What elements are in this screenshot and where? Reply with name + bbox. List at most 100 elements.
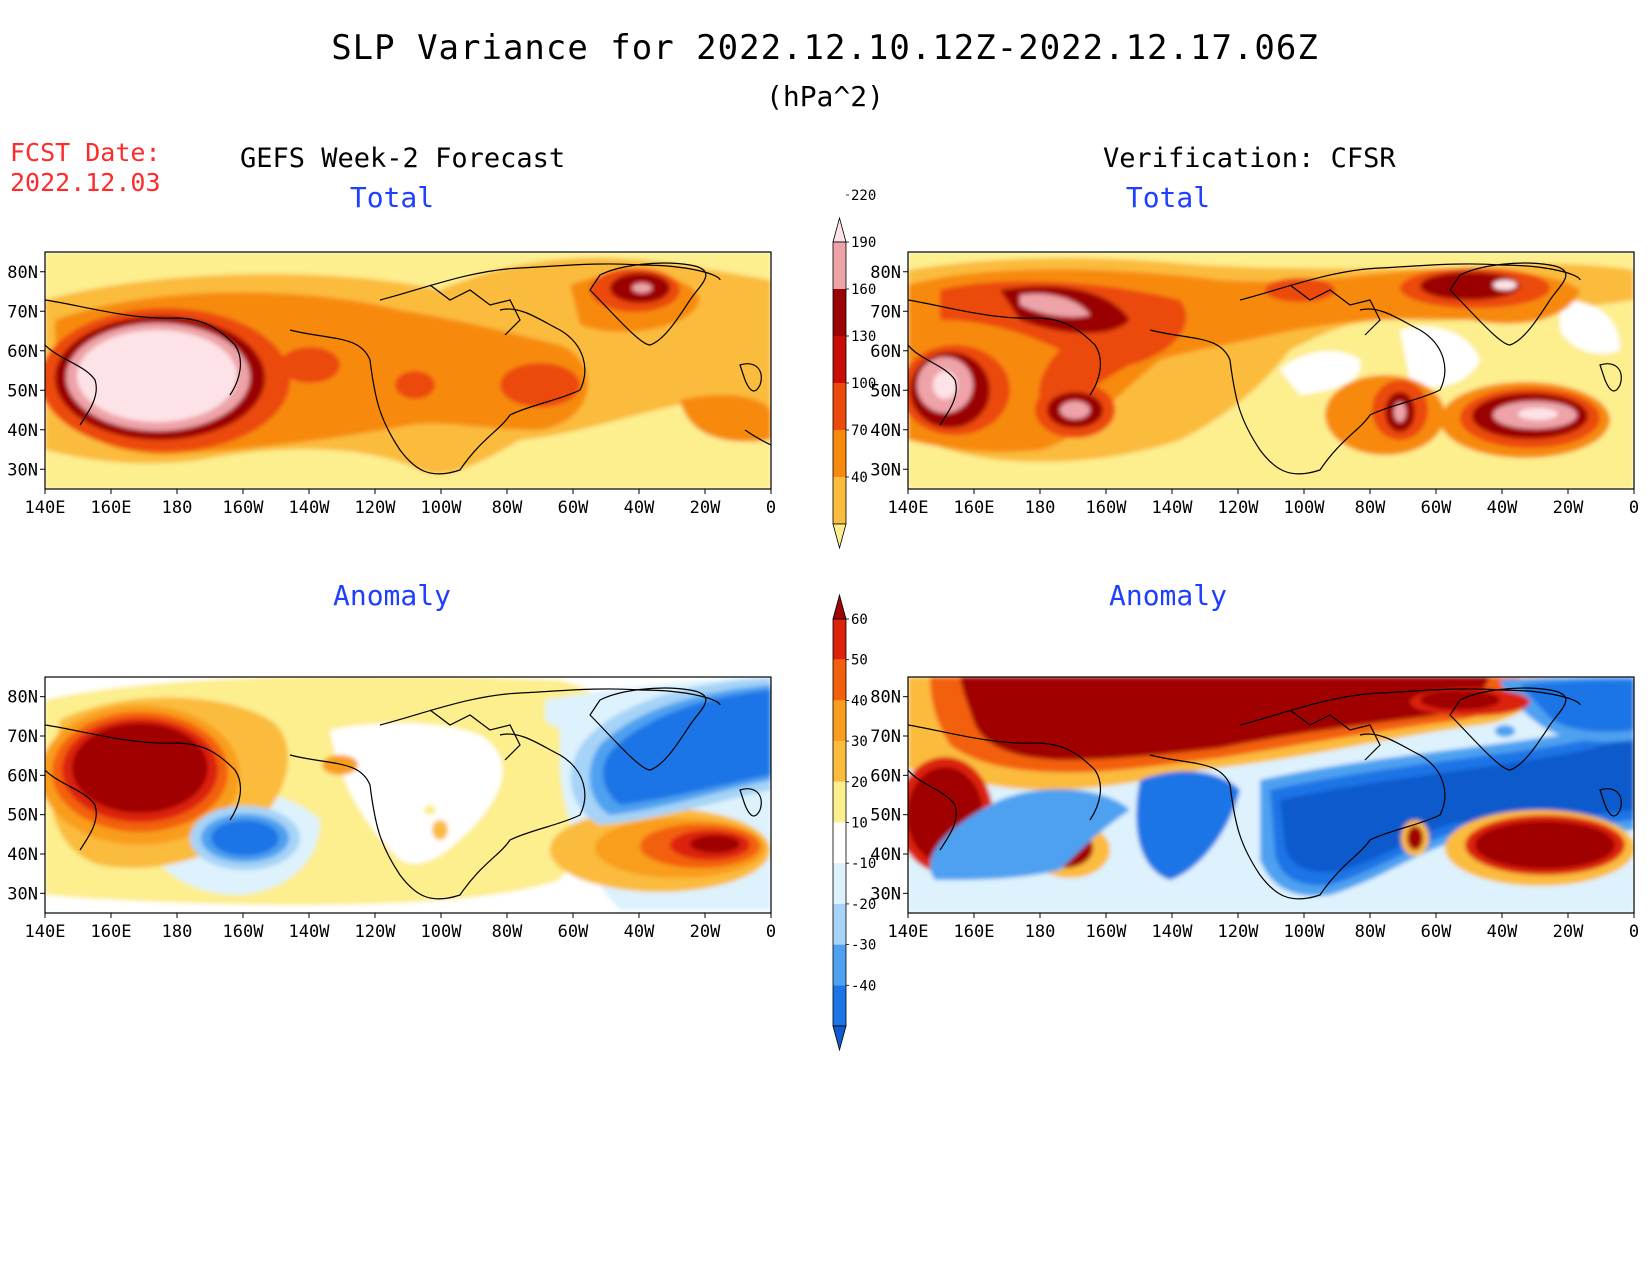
colorbar-segment [833, 822, 846, 864]
lon-tick-label: 160W [223, 498, 265, 518]
colorbar-segment [833, 985, 846, 1026]
lat-tick-label: 70N [870, 302, 901, 322]
colorbar-cap-bottom [832, 1025, 847, 1052]
lon-tick-label: 60W [558, 922, 589, 942]
lat-tick-label: 30N [870, 460, 901, 480]
lat-tick-label: 50N [870, 381, 901, 401]
colorbar-segment [833, 903, 846, 945]
lon-tick-label: 140E [888, 498, 929, 518]
colorbar-level-label: -30 [851, 938, 876, 954]
colorbar-level-label: 50 [851, 653, 868, 669]
lon-tick-label: 180 [162, 922, 193, 942]
lon-tick-label: 40W [624, 498, 655, 518]
lon-tick-label: 20W [690, 922, 721, 942]
lat-tick-label: 50N [870, 806, 901, 826]
lon-tick-label: 140E [25, 498, 66, 518]
colorbar-segment [833, 430, 846, 477]
lat-tick-label: 40N [7, 845, 38, 865]
lon-tick-label: 120W [1218, 922, 1260, 942]
lon-tick-label: 160W [1086, 498, 1128, 518]
colorbar-level-label: -20 [851, 897, 876, 913]
colorbar-level-label: 70 [851, 423, 868, 439]
map-panel-verification-total [907, 251, 1635, 490]
map-panel-forecast-total [44, 251, 772, 490]
lat-tick-label: 80N [870, 688, 901, 708]
colorbar-segment [833, 477, 846, 524]
colorbar-level-label: 10 [851, 816, 868, 832]
colorbar-segment [833, 944, 846, 986]
lat-tick-label: 60N [7, 342, 38, 362]
lon-tick-label: 40W [1487, 498, 1518, 518]
lon-tick-label: 120W [1218, 498, 1260, 518]
anomaly-colorbar: -40 -30 -20 -10 10 20 30 40 50 60 [832, 593, 876, 1052]
lon-tick-label: 20W [1553, 498, 1584, 518]
lon-tick-label: 180 [1025, 922, 1056, 942]
colorbar-level-label: 130 [851, 329, 876, 345]
lon-tick-label: 0 [1629, 498, 1639, 518]
colorbar-cap-top [832, 593, 847, 620]
panel-title-forecast-anomaly: Anomaly [332, 579, 451, 612]
lat-tick-label: 80N [7, 688, 38, 708]
forecast-header: GEFS Week-2 Forecast [240, 143, 566, 174]
lon-tick-label: 180 [1025, 498, 1056, 518]
colorbar-segment [833, 336, 846, 383]
colorbar-level-label: 40 [851, 470, 868, 486]
colorbar-level-label: 30 [851, 734, 868, 750]
lon-tick-label: 20W [1553, 922, 1584, 942]
lon-tick-label: 160W [223, 922, 265, 942]
lat-tick-label: 70N [870, 727, 901, 747]
lon-tick-label: 60W [1421, 498, 1452, 518]
lat-tick-label: 80N [7, 263, 38, 283]
lat-tick-label: 30N [7, 460, 38, 480]
colorbar-level-label: 40 [851, 693, 868, 709]
lat-tick-label: 40N [870, 845, 901, 865]
lat-tick-label: 60N [870, 342, 901, 362]
colorbar-segment [833, 741, 846, 782]
lat-tick-label: 50N [7, 381, 38, 401]
lon-tick-label: 140E [888, 922, 929, 942]
panel-title-verification-anomaly: Anomaly [1108, 579, 1227, 612]
lon-tick-label: 140E [25, 922, 66, 942]
lat-tick-label: 70N [7, 302, 38, 322]
lon-tick-label: 160E [954, 498, 995, 518]
map-axes: 140E 160E 180 160W 140W 120W 100W 80W 60W 40W 20W 0… [7, 263, 1639, 942]
lon-tick-label: 160E [91, 922, 132, 942]
verification-header: Verification: CFSR [1103, 143, 1396, 174]
lon-tick-label: 160E [91, 498, 132, 518]
lat-tick-label: 60N [870, 766, 901, 786]
forecast-date-label: FCST Date: [10, 138, 161, 167]
colorbar-level-label: -40 [851, 978, 876, 994]
lon-tick-label: 140W [1152, 922, 1194, 942]
lat-tick-label: 50N [7, 806, 38, 826]
lat-tick-label: 30N [870, 884, 901, 904]
lon-tick-label: 40W [1487, 922, 1518, 942]
colorbar-segment [833, 383, 846, 430]
lat-tick-label: 60N [7, 766, 38, 786]
colorbar-level-label: 220 [851, 188, 876, 204]
colorbar-level-label: 100 [851, 376, 876, 392]
panel-title-verification-total: Total [1125, 181, 1211, 214]
colorbar-level-label: 190 [851, 235, 876, 251]
colorbar-level-label: 160 [851, 282, 876, 298]
lat-tick-label: 80N [870, 263, 901, 283]
lon-tick-label: 60W [1421, 922, 1452, 942]
lon-tick-label: 60W [558, 498, 589, 518]
colorbar-segment [833, 863, 846, 904]
lon-tick-label: 0 [766, 498, 776, 518]
colorbar-segment [833, 619, 846, 660]
lon-tick-label: 120W [355, 922, 397, 942]
colorbar-segment [833, 289, 846, 336]
lon-tick-label: 180 [162, 498, 193, 518]
panel-title-forecast-total: Total [349, 181, 435, 214]
lon-tick-label: 100W [1284, 498, 1326, 518]
lat-tick-label: 40N [870, 421, 901, 441]
colorbar-level-label: 60 [851, 612, 868, 628]
chart-title: SLP Variance for 2022.12.10.12Z-2022.12.… [331, 28, 1319, 68]
lon-tick-label: 80W [492, 498, 523, 518]
lon-tick-label: 20W [690, 498, 721, 518]
lon-tick-label: 0 [1629, 922, 1639, 942]
colorbar-segment [833, 242, 846, 289]
lon-tick-label: 140W [289, 498, 331, 518]
lon-tick-label: 140W [289, 922, 331, 942]
map-panel-verification-anomaly [907, 676, 1635, 914]
